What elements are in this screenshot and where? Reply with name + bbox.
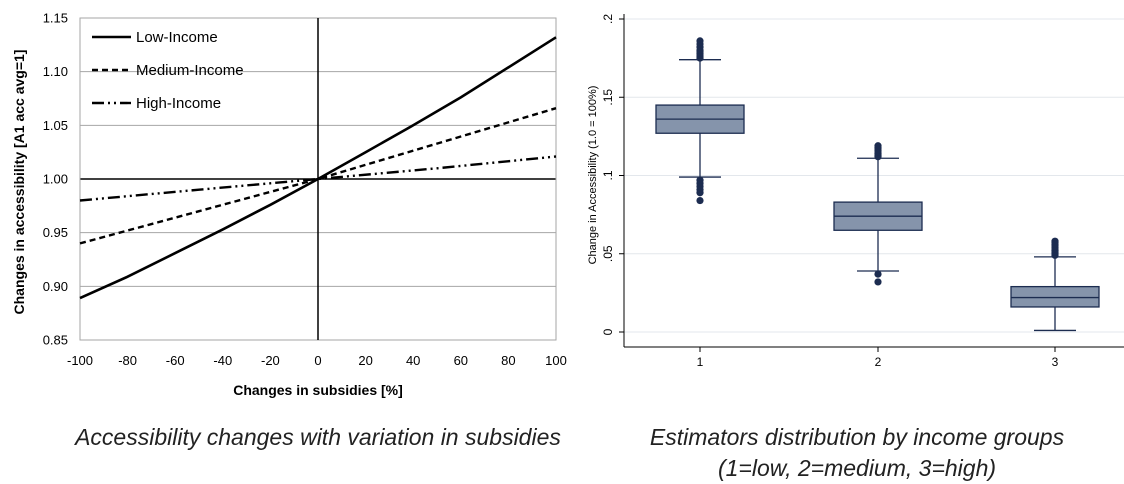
outlier-point xyxy=(874,278,882,286)
left-legend: Low-Income Medium-Income High-Income xyxy=(92,29,244,112)
left-series-lines xyxy=(79,36,557,300)
left-x-axis-label: Changes in subsidies [%] xyxy=(233,382,403,398)
right-y-tick-label: 0 xyxy=(601,328,615,335)
right-chart-caption-line2: (1=low, 2=medium, 3=high) xyxy=(717,455,997,481)
right-y-axis-label: Change in Accessibility (1.0 = 100%) xyxy=(587,86,599,265)
legend-label: Medium-Income xyxy=(136,62,244,79)
outlier-point xyxy=(696,37,704,45)
series-line-low-income xyxy=(79,36,557,300)
outlier-point xyxy=(696,196,704,205)
left-y-tick-labels: 0.85 0.90 0.95 1.00 1.05 1.10 1.15 xyxy=(43,11,68,348)
left-y-tick-label: 1.10 xyxy=(43,64,68,79)
right-y-tick-label: .15 xyxy=(601,89,615,106)
outlier-point xyxy=(874,142,882,150)
outlier-point xyxy=(1051,237,1059,245)
legend-label: Low-Income xyxy=(136,29,218,46)
right-y-tick-label: .05 xyxy=(601,245,615,262)
right-gridlines xyxy=(623,14,1124,348)
left-x-tick-label: 60 xyxy=(454,353,468,368)
left-x-tick-label: 80 xyxy=(501,353,515,368)
left-x-tick-label: 100 xyxy=(545,353,567,368)
left-x-tick-label: -80 xyxy=(118,353,137,368)
right-y-tick-labels: .2 .15 .1 .05 0 xyxy=(601,14,624,335)
series-line-high-income xyxy=(79,155,557,202)
right-x-tick-label: 3 xyxy=(1052,355,1059,369)
outlier-point xyxy=(874,270,882,278)
right-y-tick-label: .2 xyxy=(601,14,615,24)
left-y-tick-label: 1.15 xyxy=(43,11,68,26)
right-boxplots xyxy=(655,37,1100,332)
left-x-tick-label: -60 xyxy=(166,353,185,368)
left-x-tick-label: -40 xyxy=(213,353,232,368)
legend-label: High-Income xyxy=(136,95,221,112)
box-group-3 xyxy=(1010,285,1100,308)
left-y-tick-label: 0.85 xyxy=(43,333,68,348)
left-x-tick-label: 40 xyxy=(406,353,420,368)
outlier-point xyxy=(696,176,704,184)
left-x-tick-label: -20 xyxy=(261,353,280,368)
left-y-tick-label: 1.05 xyxy=(43,118,68,133)
right-y-tick-label: .1 xyxy=(601,170,615,180)
right-chart-caption-line1: Estimators distribution by income groups xyxy=(649,424,1065,450)
left-y-tick-label: 1.00 xyxy=(43,172,68,187)
left-x-tick-label: -100 xyxy=(67,353,93,368)
right-x-tick-label: 1 xyxy=(697,355,704,369)
left-gridlines xyxy=(79,17,557,341)
left-y-axis-label: Changes in accessibility [A1 acc avg=1] xyxy=(11,50,27,315)
left-y-tick-label: 0.95 xyxy=(43,225,68,240)
right-x-tick-label: 2 xyxy=(875,355,882,369)
left-x-tick-label: 0 xyxy=(314,353,321,368)
left-y-tick-label: 0.90 xyxy=(43,279,68,294)
left-x-tick-labels: -100 -80 -60 -40 -20 0 20 40 60 80 100 xyxy=(67,353,567,368)
left-chart-caption: Accessibility changes with variation in … xyxy=(75,424,561,450)
series-line-medium-income xyxy=(79,107,557,245)
left-x-tick-label: 20 xyxy=(358,353,372,368)
right-x-tick-labels: 1 2 3 xyxy=(697,347,1059,369)
